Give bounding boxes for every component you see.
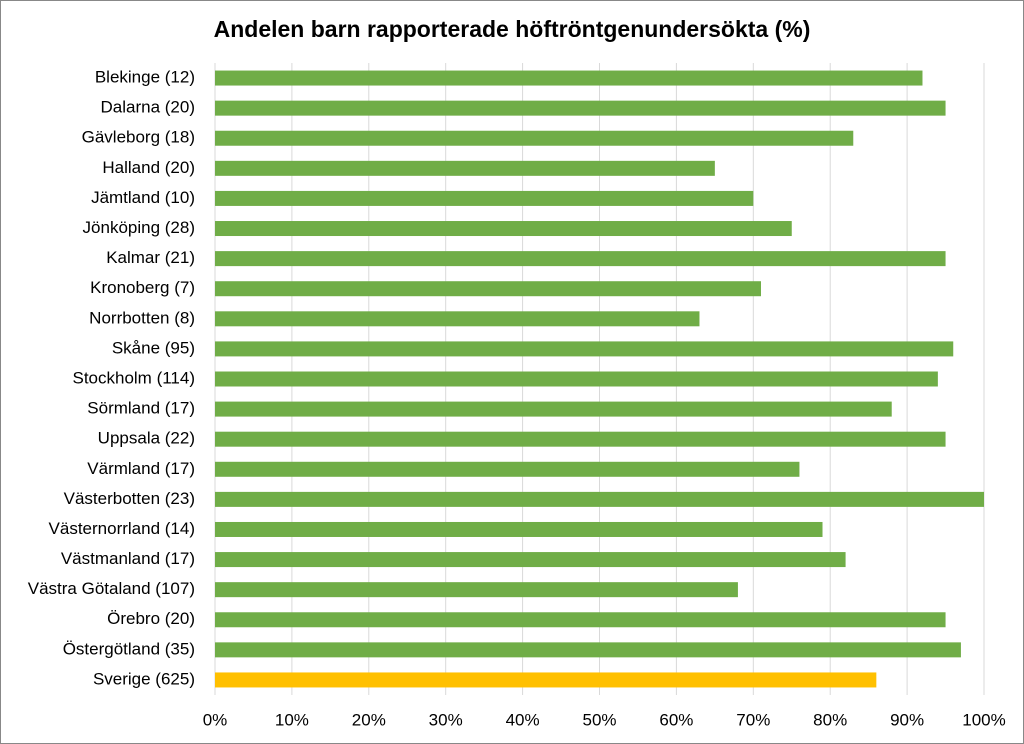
- y-tick-label: Värmland (17): [87, 459, 195, 478]
- bar: [215, 130, 854, 146]
- bar: [215, 70, 923, 86]
- y-tick-label: Västernorrland (14): [49, 519, 195, 538]
- y-tick-label: Jönköping (28): [83, 218, 195, 237]
- bar: [215, 461, 800, 477]
- x-tick-label: 100%: [962, 710, 1005, 729]
- bar: [215, 160, 715, 176]
- y-tick-label: Dalarna (20): [101, 98, 196, 117]
- bar: [215, 341, 954, 357]
- x-tick-label: 70%: [736, 710, 770, 729]
- bar: [215, 311, 700, 327]
- bar: [215, 582, 738, 598]
- bar: [215, 190, 754, 206]
- y-tick-label: Västra Götaland (107): [28, 579, 195, 598]
- x-tick-label: 0%: [203, 710, 228, 729]
- bar: [215, 552, 846, 568]
- y-tick-label: Skåne (95): [112, 338, 195, 357]
- bar: [215, 431, 946, 447]
- y-tick-label: Kronoberg (7): [90, 278, 195, 297]
- bar: [215, 672, 877, 688]
- y-tick-label: Kalmar (21): [106, 248, 195, 267]
- chart-title: Andelen barn rapporterade höftröntgenund…: [214, 16, 811, 42]
- bar: [215, 612, 946, 628]
- x-tick-label: 20%: [352, 710, 386, 729]
- bar: [215, 100, 946, 116]
- y-tick-label: Halland (20): [102, 158, 195, 177]
- y-tick-label: Västmanland (17): [61, 549, 195, 568]
- y-tick-label: Örebro (20): [107, 609, 195, 628]
- y-tick-label: Gävleborg (18): [82, 128, 195, 147]
- x-tick-label: 60%: [659, 710, 693, 729]
- x-tick-label: 90%: [890, 710, 924, 729]
- y-tick-label: Uppsala (22): [98, 429, 195, 448]
- x-tick-label: 80%: [813, 710, 847, 729]
- x-tick-label: 10%: [275, 710, 309, 729]
- y-tick-label: Norrbotten (8): [89, 308, 195, 327]
- x-tick-label: 30%: [429, 710, 463, 729]
- bar: [215, 281, 761, 297]
- y-tick-label: Västerbotten (23): [64, 489, 195, 508]
- y-tick-label: Sverige (625): [93, 669, 195, 688]
- bar: [215, 251, 946, 267]
- y-tick-label: Östergötland (35): [63, 639, 195, 658]
- y-tick-label: Stockholm (114): [72, 368, 195, 387]
- y-tick-label: Blekinge (12): [95, 68, 195, 87]
- bar: [215, 491, 984, 507]
- bar: [215, 401, 892, 417]
- x-tick-label: 40%: [506, 710, 540, 729]
- y-tick-label: Sörmland (17): [87, 399, 195, 418]
- bar: [215, 642, 961, 658]
- bar: [215, 221, 792, 237]
- bar: [215, 371, 938, 387]
- y-tick-label: Jämtland (10): [91, 188, 195, 207]
- bar: [215, 521, 823, 537]
- x-tick-label: 50%: [582, 710, 616, 729]
